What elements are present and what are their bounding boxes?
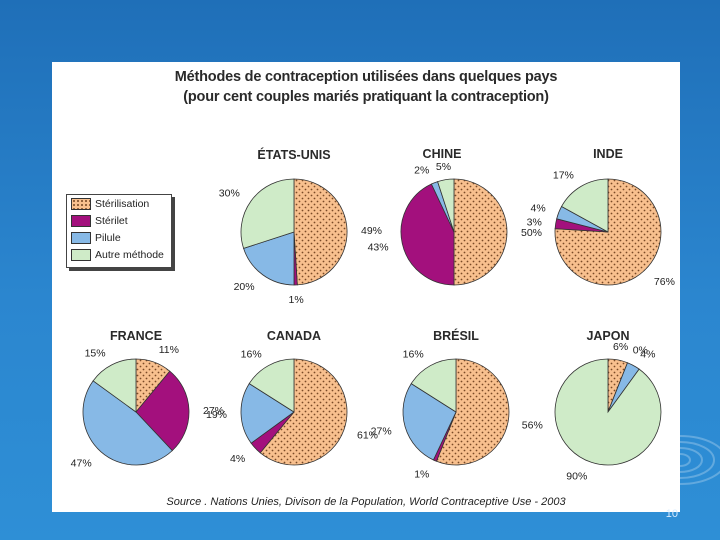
- pie-title: CHINE: [423, 147, 462, 161]
- slice-label: 1%: [414, 469, 429, 481]
- slice-label: 2%: [414, 165, 429, 177]
- chart-subtitle: (pour cent couples mariés pratiquant la …: [183, 89, 549, 105]
- pie-title: ÉTATS-UNIS: [257, 147, 330, 162]
- slice-label: 50%: [521, 227, 542, 239]
- chart-title: Méthodes de contraception utilisées dans…: [174, 69, 558, 85]
- slice-label: 27%: [203, 405, 224, 417]
- pie-slice-autre-methode: [248, 358, 295, 413]
- pie-slice-autre-methode: [410, 358, 457, 413]
- slice-label: 4%: [230, 453, 245, 465]
- pie-slice-autre-methode: [554, 358, 662, 466]
- pie-slice-sterilet: [400, 183, 455, 286]
- pie-inde: 76% 3% 4% 17% INDE: [527, 147, 675, 288]
- legend-label: Pilule: [95, 232, 121, 244]
- legend-swatch: [71, 198, 91, 210]
- slice-label: 30%: [219, 188, 240, 200]
- legend-swatch: [71, 215, 91, 227]
- pie-slice-pilule: [240, 383, 295, 444]
- slice-label: 15%: [85, 347, 106, 359]
- pie-title: JAPON: [586, 329, 629, 343]
- pie-title: CANADA: [267, 329, 321, 343]
- source-note: Source . Nations Unies, Divison de la Po…: [166, 496, 566, 508]
- slice-label: 56%: [522, 420, 543, 432]
- slice-label: 61%: [357, 430, 378, 442]
- slice-label: 11%: [159, 344, 179, 356]
- slice-label: 27%: [371, 426, 392, 438]
- pie-slice-autre-methode: [92, 358, 137, 413]
- slice-label: 5%: [436, 161, 451, 173]
- pie-slice-autre-methode: [561, 178, 609, 233]
- legend-label: Stérilisation: [95, 198, 150, 210]
- pie-slice-autre-methode: [240, 178, 295, 249]
- legend-item-autre: Autre méthode: [71, 247, 171, 263]
- pie-title: BRÉSIL: [433, 328, 479, 343]
- chart-panel: 49% 1% 20% 30% ÉTATS-UNIS 50% 43% 2% 5% CHINE 76% 3…: [52, 62, 680, 512]
- pie-slice-sterilisation: [435, 358, 510, 466]
- legend-item-pilule: Pilule: [71, 230, 171, 246]
- pie-slice-sterilisation: [293, 178, 348, 286]
- slice-label: 49%: [361, 225, 382, 237]
- slice-label: 1%: [289, 294, 304, 306]
- pie-slice-pilule: [243, 231, 295, 286]
- pie-title: INDE: [593, 147, 623, 161]
- legend-swatch: [71, 232, 91, 244]
- legend-label: Autre méthode: [95, 249, 164, 261]
- slice-label: 16%: [241, 348, 262, 360]
- slice-label: 16%: [403, 348, 424, 360]
- slice-label: 43%: [368, 242, 389, 254]
- legend-label: Stérilet: [95, 215, 128, 227]
- pie-bresil: 56% 1% 27% 16% BRÉSIL: [371, 328, 543, 481]
- pie-slice-pilule: [402, 383, 457, 461]
- slice-label: 4%: [531, 202, 546, 214]
- pie-japon: 6% 0%4% 90% JAPON: [554, 329, 662, 483]
- slice-label: 19%: [206, 409, 227, 421]
- pie-slice-pilule: [82, 380, 173, 466]
- pie-title: FRANCE: [110, 329, 162, 343]
- slide-number: 10: [665, 508, 678, 520]
- slice-label: 0%: [633, 345, 648, 357]
- slice-label: 17%: [553, 169, 574, 181]
- slice-label: 6%: [613, 341, 628, 353]
- legend-swatch: [71, 249, 91, 261]
- pie-charts: 49% 1% 20% 30% ÉTATS-UNIS 50% 43% 2% 5%CHINE 76% 3…: [71, 147, 675, 483]
- pie-etats-unis: 49% 1% 20% 30% ÉTATS-UNIS: [219, 147, 382, 306]
- pie-chine: 50% 43% 2% 5%CHINE: [368, 147, 542, 286]
- pie-france: 11% 27% 47% 15% FRANCE: [71, 329, 224, 469]
- legend: Stérilisation Stérilet Pilule Autre méth…: [66, 194, 172, 268]
- slice-label: 76%: [654, 276, 675, 288]
- slice-label: 47%: [71, 457, 92, 469]
- legend-item-sterilet: Stérilet: [71, 213, 171, 229]
- pie-canada: 61% 4% 19% 16% CANADA: [206, 329, 378, 466]
- slice-label: 90%: [566, 471, 587, 483]
- pie-slice-sterilet: [135, 370, 190, 452]
- pie-slice-autre-methode: [437, 178, 455, 233]
- slice-label: 4%: [640, 348, 655, 360]
- slice-label: 3%: [527, 217, 542, 229]
- pie-slice-sterilisation: [259, 358, 348, 466]
- pie-slice-sterilisation: [453, 178, 508, 286]
- slice-label: 20%: [234, 281, 255, 293]
- legend-item-sterilisation: Stérilisation: [71, 196, 171, 212]
